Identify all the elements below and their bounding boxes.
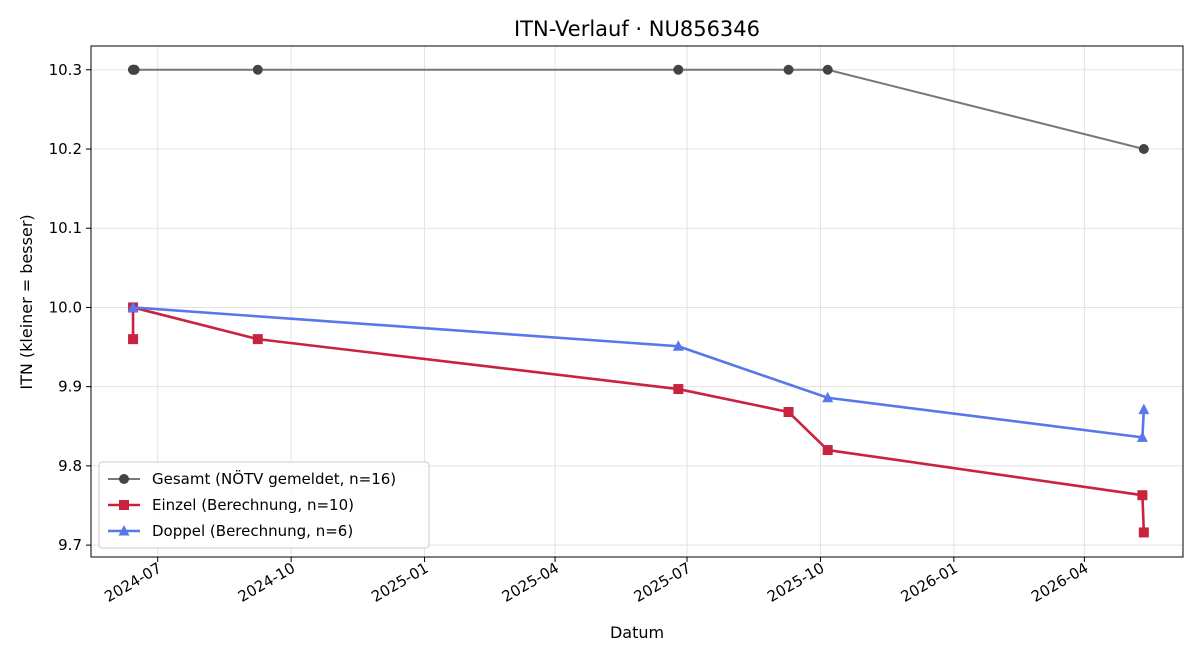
legend-entry-label: Gesamt (NÖTV gemeldet, n=16): [152, 469, 396, 488]
data-point: [822, 391, 834, 403]
data-point: [673, 384, 684, 395]
series-line: [133, 68, 1145, 150]
legend-swatch-marker: [118, 525, 130, 536]
y-axis-label: ITN (kleiner = besser): [17, 214, 36, 389]
data-point: [1137, 490, 1148, 501]
data-point: [129, 64, 140, 75]
y-tick-label: 10.3: [49, 61, 82, 79]
y-tick-label: 10.0: [49, 298, 82, 316]
x-tick-label: 2025-10: [764, 559, 827, 606]
data-point: [783, 64, 794, 75]
y-tick-label: 9.9: [58, 378, 82, 396]
data-point: [1138, 403, 1150, 415]
series-3: [127, 301, 1150, 442]
series-layer: [127, 64, 1150, 538]
series-line: [131, 306, 1146, 533]
plot-frame: [90, 45, 1184, 558]
x-tick-label: 2025-04: [499, 559, 562, 606]
x-tick-label: 2025-01: [368, 559, 431, 606]
x-axis-label: Datum: [610, 623, 664, 642]
x-tick-label: 2024-07: [101, 559, 164, 606]
legend-swatch-marker: [119, 474, 129, 484]
data-point: [822, 445, 833, 456]
legend-swatch-marker: [119, 500, 129, 510]
data-point: [783, 407, 794, 418]
legend-entry-label: Einzel (Berechnung, n=10): [152, 496, 354, 514]
y-tick-label: 10.2: [49, 140, 82, 158]
legend-box: [98, 461, 430, 549]
y-tick-label: 9.7: [58, 536, 82, 554]
x-tick-label: 2026-01: [898, 559, 961, 606]
y-tick-label: 9.8: [58, 457, 82, 475]
x-tick-label: 2026-04: [1028, 559, 1091, 606]
data-point: [128, 334, 139, 345]
series-line: [132, 306, 1146, 439]
legend-entry-label: Doppel (Berechnung, n=6): [152, 522, 353, 540]
data-point: [1138, 143, 1149, 154]
data-point: [127, 301, 139, 312]
data-point: [252, 334, 263, 345]
legend: Gesamt (NÖTV gemeldet, n=16) Einzel (Bere…: [98, 461, 430, 549]
y-tick-label: 10.1: [49, 219, 82, 237]
data-point: [1136, 431, 1148, 442]
x-tick-label: 2024-10: [235, 559, 298, 606]
series-1: [128, 64, 1149, 154]
data-point: [673, 64, 684, 75]
data-point: [1138, 527, 1149, 538]
data-point: [672, 340, 684, 351]
data-point: [252, 64, 263, 75]
chart-title: ITN-Verlauf · NU856346: [514, 17, 760, 41]
data-point: [822, 64, 833, 75]
grid: [91, 46, 1183, 557]
x-tick-label: 2025-07: [631, 559, 694, 606]
